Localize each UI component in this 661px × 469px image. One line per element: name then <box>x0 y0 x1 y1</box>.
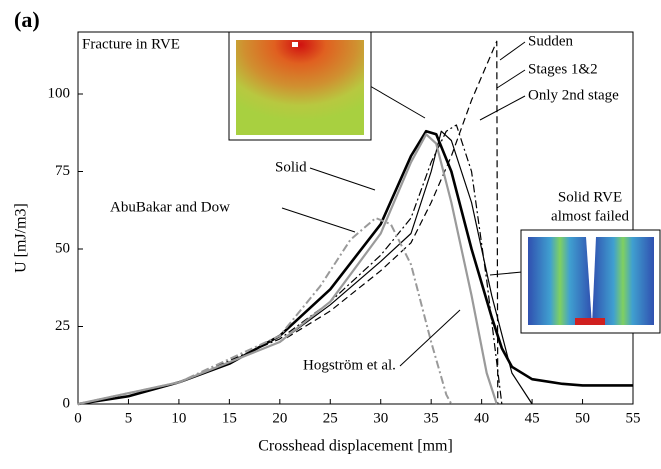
x-tick-label: 40 <box>474 410 489 426</box>
y-tick-label: 100 <box>48 85 71 101</box>
x-tick-label: 55 <box>626 410 641 426</box>
x-tick-label: 15 <box>222 410 237 426</box>
chart: (a) Fracture in RVE Solid RVE almost fai… <box>0 0 661 464</box>
x-tick-label: 45 <box>525 410 540 426</box>
panel-label: (a) <box>14 7 40 32</box>
annotation: almost failed <box>551 208 629 224</box>
x-tick-label: 0 <box>74 410 82 426</box>
series-label: Stages 1&2 <box>528 61 598 77</box>
y-tick-label: 0 <box>63 395 71 411</box>
annotation: Fracture in RVE <box>82 36 180 52</box>
y-tick-label: 75 <box>55 163 70 179</box>
series-line <box>78 218 451 404</box>
y-tick-label: 25 <box>55 318 70 334</box>
x-tick-label: 5 <box>125 410 133 426</box>
y-axis-label: U [mJ/m3] <box>13 203 30 273</box>
annotation: Solid RVE <box>558 189 622 205</box>
x-tick-label: 10 <box>171 410 186 426</box>
x-tick-label: 30 <box>373 410 388 426</box>
series-label: Hogström et al. <box>303 357 396 373</box>
series-label: Solid <box>275 159 307 175</box>
series-label: Only 2nd stage <box>528 87 619 103</box>
x-axis-label: Crosshead displacement [mm] <box>258 438 453 455</box>
x-tick-label: 20 <box>272 410 287 426</box>
series-label: Sudden <box>528 33 574 49</box>
inset-solid-rve <box>521 230 660 333</box>
x-tick-label: 35 <box>424 410 439 426</box>
series-label: AbuBakar and Dow <box>110 199 230 215</box>
x-tick-label: 25 <box>323 410 338 426</box>
x-tick-label: 50 <box>575 410 590 426</box>
inset-fracture <box>229 32 371 140</box>
y-tick-label: 50 <box>55 240 70 256</box>
